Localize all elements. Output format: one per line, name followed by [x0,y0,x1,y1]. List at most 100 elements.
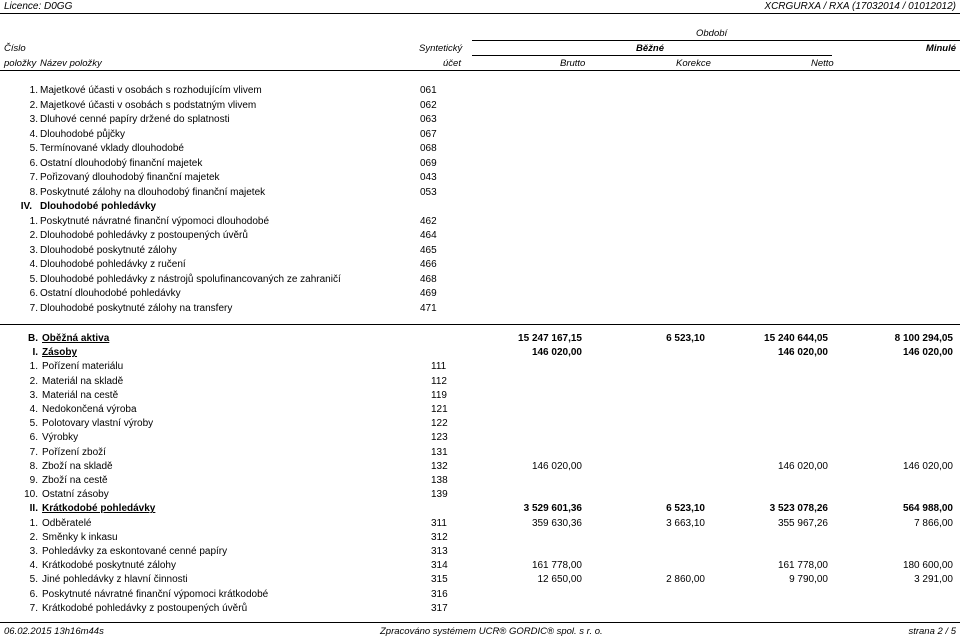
account-number: 112 [431,375,447,387]
account-number: 316 [431,588,448,600]
divider [0,324,960,325]
table-row: 6. Ostatní dlouhodobý finanční majetek 069 [0,158,960,172]
item-name: Pořízení zboží [42,446,106,458]
minule-value: 146 020,00 [902,347,953,359]
netto-value: 9 790,00 [789,574,828,586]
divider [0,622,960,623]
brutto-value: 146 020,00 [531,347,582,359]
netto-value: 146 020,00 [777,347,828,359]
table-row: 2. Dlouhodobé pohledávky z postoupených ú… [0,230,960,244]
item-number: 5. [29,418,38,430]
item-name: Dlouhodobé pohledávky [40,201,157,212]
header-synteticky: Syntetický [419,43,463,54]
item-name: Materiál na cestě [42,389,119,401]
item-number: I. [32,347,38,359]
account-number: 063 [420,114,437,125]
item-number: 4. [29,404,38,415]
table-row: 1. Odběratelé 311 359 630,36 3 663,10 355 967… [0,518,960,532]
account-number: 122 [431,418,448,430]
item-number: 6. [29,157,38,169]
table-row: 3. Materiál na cestě 119 [0,390,960,404]
table-row: 7. Dlouhodobé poskytnuté zálohy na transf… [0,303,960,317]
item-name: Krátkodobé pohledávky z postoupených úvě… [42,602,248,614]
account-number: 111 [431,361,447,373]
item-name: Dlouhodobé poskytnuté zálohy na transfer… [40,302,233,314]
table-row: 5. Jiné pohledávky z hlavní činnosti 315 12… [0,574,960,588]
table-row: 10. Ostatní zásoby 139 [0,489,960,503]
item-name: Pohledávky za eskontované cenné papíry [42,546,228,557]
footer-system: Zpracováno systémem UCR® GORDIC® spol. s… [380,626,603,637]
table-row: 8. Poskytnuté zálohy na dlouhodobý finanč… [0,187,960,201]
account-number: 062 [420,99,437,111]
item-name: Výrobky [42,432,79,444]
item-number: 5. [29,273,38,285]
item-number: 1. [29,361,38,373]
minule-value: 564 988,00 [902,503,953,515]
minule-value: 3 291,00 [914,574,953,586]
item-name: Krátkodobé pohledávky [42,503,156,515]
item-number: 3. [29,546,38,557]
brutto-value: 359 630,36 [531,517,582,529]
brutto-value: 12 650,00 [537,574,583,586]
licence-label: Licence: D0GG [4,1,73,12]
brutto-value: 15 247 167,15 [518,333,582,344]
header-nazev: Název položky [40,58,102,69]
divider [0,70,960,71]
item-number: B. [28,333,38,344]
account-number: 061 [420,85,437,96]
item-number: 3. [29,389,38,401]
item-number: 7. [29,172,38,183]
netto-value: 15 240 644,05 [764,333,828,344]
item-number: 7. [29,302,38,314]
table-row: 1. Pořízení materiálu 111 [0,361,960,375]
table-row: 7. Krátkodobé pohledávky z postoupených ú… [0,603,960,617]
account-number: 313 [431,546,448,557]
table-row: 1. Poskytnuté návratné finanční výpomoci … [0,216,960,230]
table-row: 9. Zboží na cestě 138 [0,475,960,489]
account-number: 468 [420,273,437,285]
header-brutto: Brutto [560,58,586,69]
table-row: 6. Ostatní dlouhodobé pohledávky 469 [0,288,960,302]
item-number: 1. [29,517,38,529]
table-row: 3. Dluhové cenné papíry držené do splatno… [0,114,960,128]
netto-value: 355 967,26 [777,517,828,529]
item-name: Poskytnuté návratné finanční výpomoci dl… [40,215,270,227]
table-row: IV. Dlouhodobé pohledávky [0,201,960,215]
item-number: 6. [29,588,38,600]
item-number: 4. [29,128,38,140]
header-cislo: Číslo [4,43,26,54]
item-number: II. [29,503,38,515]
account-number: 067 [420,128,437,140]
item-number: IV. [20,201,32,212]
account-number: 315 [431,574,448,586]
item-name: Ostatní dlouhodobé pohledávky [40,288,181,299]
brutto-value: 161 778,00 [531,560,582,572]
table-row: 7. Pořízení zboží 131 [0,447,960,461]
item-name: Poskytnuté návratné finanční výpomoci kr… [42,588,269,600]
item-number: 4. [29,560,38,572]
account-number: 311 [431,517,447,529]
item-name: Materiál na skladě [42,375,124,387]
item-name: Dlouhodobé pohledávky z ručení [40,259,186,270]
account-number: 465 [420,244,437,256]
item-name: Dlouhodobé pohledávky z postoupených úvě… [40,230,248,241]
header-minule: Minulé [925,43,956,54]
account-number: 464 [420,230,437,241]
table-row: 4. Dlouhodobé půjčky 067 [0,129,960,143]
item-name: Oběžná aktiva [42,333,110,344]
item-name: Směnky k inkasu [42,531,118,543]
item-name: Poskytnuté zálohy na dlouhodobý finanční… [40,186,266,198]
table-row: 2. Materiál na skladě 112 [0,376,960,390]
table-row: 1. Majetkové účasti v osobách s rozhodují… [0,85,960,99]
item-name: Pořizovaný dlouhodobý finanční majetek [40,172,220,183]
korekce-value: 6 523,10 [666,333,705,344]
item-name: Zásoby [42,347,78,359]
account-number: 123 [431,432,448,444]
account-number: 069 [420,157,437,169]
table-row: I. Zásoby 146 020,00 146 020,00 146 020,00 [0,347,960,361]
item-name: Dlouhodobé pohledávky z nástrojů spolufi… [40,273,341,285]
account-number: 471 [420,302,437,314]
header-obdobi: Období [696,28,728,39]
minule-value: 180 600,00 [902,560,953,572]
korekce-value: 2 860,00 [666,574,705,586]
